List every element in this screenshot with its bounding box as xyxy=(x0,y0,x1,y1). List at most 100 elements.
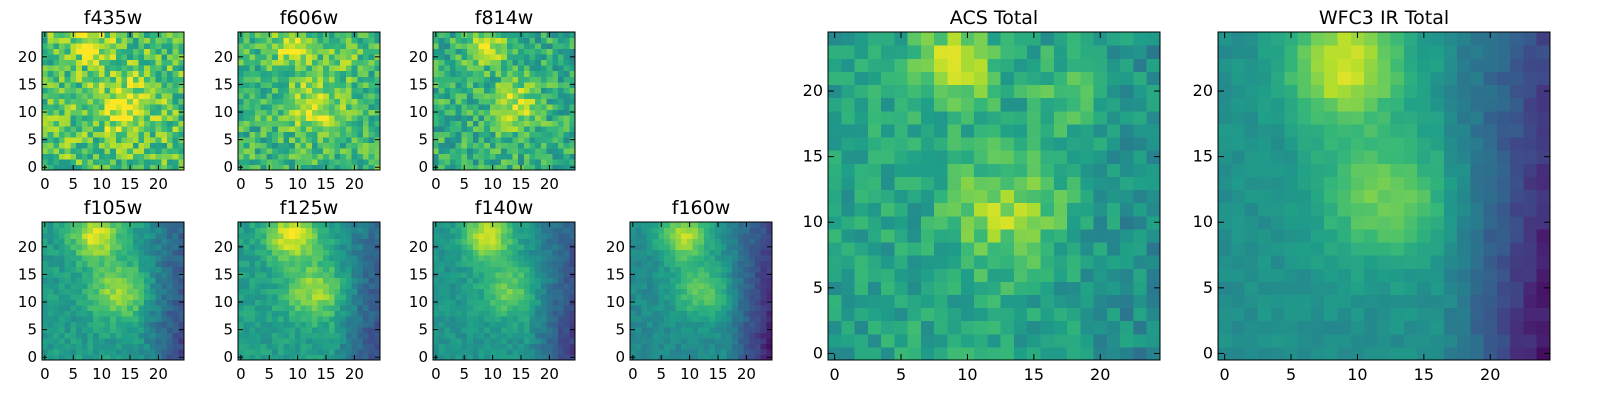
cell xyxy=(501,87,507,93)
cell xyxy=(513,43,519,49)
cell xyxy=(318,327,324,333)
cell xyxy=(312,120,318,126)
cell xyxy=(150,244,156,250)
cell xyxy=(518,321,524,327)
cell xyxy=(433,266,439,272)
cell xyxy=(518,104,524,110)
cell xyxy=(467,343,473,349)
cell xyxy=(749,338,755,344)
cell xyxy=(110,244,116,250)
cell xyxy=(1107,294,1121,308)
cell xyxy=(59,332,65,338)
cell xyxy=(881,189,895,203)
cell xyxy=(1027,281,1041,295)
cell xyxy=(704,244,710,250)
cell xyxy=(104,343,110,349)
cell xyxy=(300,93,306,99)
cell xyxy=(42,93,48,99)
cell xyxy=(82,126,88,132)
cell xyxy=(340,43,346,49)
cell xyxy=(692,255,698,261)
cell xyxy=(312,54,318,60)
cell xyxy=(346,126,352,132)
cell xyxy=(868,255,882,269)
cell xyxy=(467,266,473,272)
cell xyxy=(116,43,122,49)
cell xyxy=(948,242,962,256)
cell xyxy=(300,239,306,245)
cell xyxy=(335,332,341,338)
cell xyxy=(167,222,173,228)
y-tick-label: 10 xyxy=(18,103,37,121)
cell xyxy=(653,239,659,245)
cell xyxy=(144,332,150,338)
x-tick-label: 20 xyxy=(345,365,364,383)
cell xyxy=(495,76,501,82)
cell xyxy=(564,137,570,143)
cell xyxy=(266,54,272,60)
cell xyxy=(961,294,975,308)
cell xyxy=(456,305,462,311)
cell xyxy=(530,137,536,143)
cell xyxy=(641,316,647,322)
cell xyxy=(312,222,318,228)
cell xyxy=(444,71,450,77)
cell xyxy=(93,255,99,261)
cell xyxy=(518,82,524,88)
cell xyxy=(456,338,462,344)
cell xyxy=(161,126,167,132)
cell xyxy=(698,239,704,245)
cell xyxy=(761,261,767,267)
cell xyxy=(244,310,250,316)
cell xyxy=(530,305,536,311)
cell xyxy=(272,87,278,93)
cell xyxy=(664,277,670,283)
cell xyxy=(681,222,687,228)
cell xyxy=(59,120,65,126)
cell xyxy=(255,60,261,66)
cell xyxy=(530,349,536,355)
cell xyxy=(110,76,116,82)
cell xyxy=(300,349,306,355)
cell xyxy=(530,71,536,77)
cell xyxy=(433,332,439,338)
cell xyxy=(552,228,558,234)
cell xyxy=(681,310,687,316)
cell xyxy=(283,49,289,55)
cell xyxy=(295,159,301,165)
cell xyxy=(456,332,462,338)
cell xyxy=(433,142,439,148)
cell xyxy=(139,228,145,234)
cell xyxy=(65,338,71,344)
cell xyxy=(70,272,76,278)
cell xyxy=(335,115,341,121)
cell xyxy=(323,43,329,49)
cell xyxy=(484,266,490,272)
cell xyxy=(855,229,869,243)
cell xyxy=(484,239,490,245)
cell xyxy=(76,60,82,66)
cell xyxy=(450,153,456,159)
cell xyxy=(721,266,727,272)
cell xyxy=(456,294,462,300)
cell xyxy=(76,294,82,300)
cell xyxy=(934,189,948,203)
cell xyxy=(552,327,558,333)
cell xyxy=(116,261,122,267)
cell xyxy=(670,343,676,349)
cell xyxy=(715,266,721,272)
cell xyxy=(116,109,122,115)
cell xyxy=(761,327,767,333)
cell xyxy=(116,272,122,278)
cell xyxy=(490,87,496,93)
cell xyxy=(1080,334,1094,348)
cell xyxy=(363,310,369,316)
cell xyxy=(110,332,116,338)
cell xyxy=(82,283,88,289)
cell xyxy=(444,153,450,159)
cell xyxy=(698,222,704,228)
cell xyxy=(681,250,687,256)
cell xyxy=(156,305,162,311)
cell xyxy=(501,76,507,82)
cell xyxy=(501,272,507,278)
